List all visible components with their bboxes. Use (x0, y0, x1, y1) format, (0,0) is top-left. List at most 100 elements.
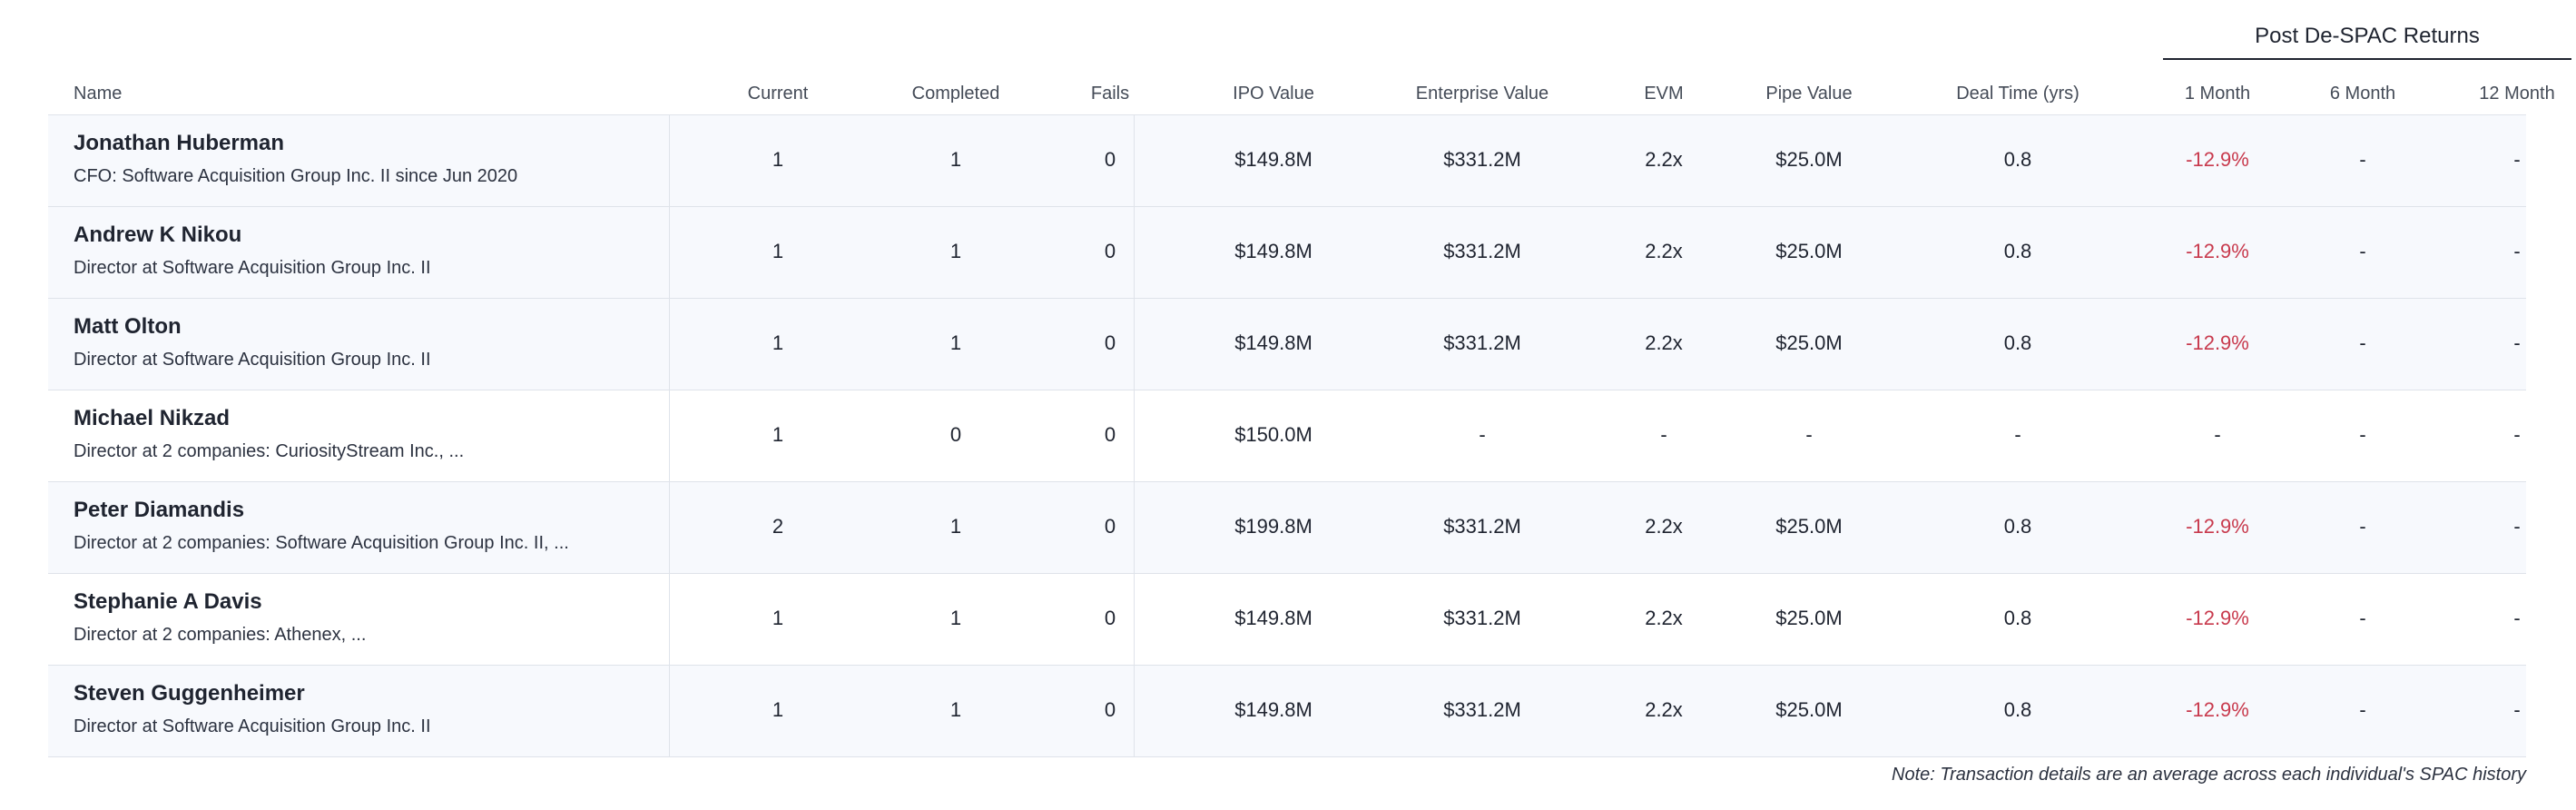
col-header-completed[interactable]: Completed (911, 84, 1000, 104)
evm-value: - (1660, 423, 1667, 446)
post-despac-returns-header: Post De-SPAC Returns (2163, 24, 2571, 60)
enterprise-value: - (1479, 423, 1486, 446)
person-role: Director at 2 companies: CuriosityStream… (74, 441, 465, 461)
completed-count: 1 (949, 240, 962, 262)
col-header-6-month[interactable]: 6 Month (2329, 84, 2396, 104)
person-role: Director at Software Acquisition Group I… (74, 350, 431, 370)
return-12-month: - (2513, 607, 2521, 629)
person-name[interactable]: Andrew K Nikou (74, 222, 242, 247)
person-role: Director at Software Acquisition Group I… (74, 716, 431, 736)
column-divider (1134, 574, 1135, 665)
table-header: Name Current Completed Fails IPO Value E… (48, 73, 2555, 115)
ipo-value: $149.8M (1234, 698, 1313, 721)
column-divider (669, 299, 670, 390)
return-12-month: - (2513, 331, 2521, 354)
fails-count: 0 (1104, 423, 1116, 446)
table-row[interactable]: Peter Diamandis Director at 2 companies:… (48, 482, 2526, 574)
ipo-value: $149.8M (1234, 240, 1313, 262)
column-divider (669, 115, 670, 206)
evm-value: 2.2x (1645, 331, 1683, 354)
completed-count: 1 (949, 148, 962, 171)
current-count: 1 (772, 423, 784, 446)
return-6-month: - (2359, 148, 2366, 171)
person-name[interactable]: Steven Guggenheimer (74, 681, 305, 706)
completed-count: 1 (949, 607, 962, 629)
current-count: 1 (772, 698, 784, 721)
fails-count: 0 (1104, 515, 1116, 538)
col-header-pipe-value[interactable]: Pipe Value (1765, 84, 1853, 104)
col-header-12-month[interactable]: 12 Month (2479, 84, 2555, 104)
evm-value: 2.2x (1645, 148, 1683, 171)
enterprise-value: $331.2M (1443, 331, 1521, 354)
evm-value: 2.2x (1645, 698, 1683, 721)
column-divider (669, 574, 670, 665)
col-header-enterprise-value[interactable]: Enterprise Value (1415, 84, 1549, 104)
col-header-name[interactable]: Name (74, 84, 123, 104)
person-name[interactable]: Michael Nikzad (74, 406, 231, 430)
return-1-month: -12.9% (2186, 331, 2249, 354)
pipe-value: $25.0M (1775, 698, 1843, 721)
col-header-evm[interactable]: EVM (1644, 84, 1684, 104)
column-divider (669, 482, 670, 573)
return-1-month: -12.9% (2186, 607, 2249, 629)
pipe-value: $25.0M (1775, 515, 1843, 538)
enterprise-value: $331.2M (1443, 148, 1521, 171)
footnote: Note: Transaction details are an average… (1892, 765, 2526, 785)
person-name[interactable]: Stephanie A Davis (74, 589, 262, 614)
return-1-month: -12.9% (2186, 698, 2249, 721)
return-12-month: - (2513, 698, 2521, 721)
pipe-value: $25.0M (1775, 148, 1843, 171)
pipe-value: $25.0M (1775, 607, 1843, 629)
enterprise-value: $331.2M (1443, 607, 1521, 629)
completed-count: 1 (949, 698, 962, 721)
return-6-month: - (2359, 698, 2366, 721)
table-row[interactable]: Stephanie A Davis Director at 2 companie… (48, 574, 2526, 666)
person-role: Director at 2 companies: Athenex, ... (74, 625, 367, 645)
table-row[interactable]: Jonathan Huberman CFO: Software Acquisit… (48, 115, 2526, 207)
column-divider (669, 666, 670, 756)
ipo-value: $150.0M (1234, 423, 1313, 446)
fails-count: 0 (1104, 698, 1116, 721)
completed-count: 1 (949, 331, 962, 354)
return-12-month: - (2513, 240, 2521, 262)
table-row[interactable]: Matt Olton Director at Software Acquisit… (48, 299, 2526, 390)
col-header-fails[interactable]: Fails (1090, 84, 1130, 104)
person-role: Director at Software Acquisition Group I… (74, 258, 431, 278)
return-12-month: - (2513, 148, 2521, 171)
return-1-month: -12.9% (2186, 148, 2249, 171)
person-role: Director at 2 companies: Software Acquis… (74, 533, 569, 553)
current-count: 1 (772, 331, 784, 354)
col-header-current[interactable]: Current (747, 84, 809, 104)
current-count: 1 (772, 148, 784, 171)
column-divider (1134, 299, 1135, 390)
evm-value: 2.2x (1645, 515, 1683, 538)
return-6-month: - (2359, 423, 2366, 446)
column-divider (1134, 207, 1135, 298)
col-header-ipo-value[interactable]: IPO Value (1233, 84, 1314, 104)
person-name[interactable]: Jonathan Huberman (74, 131, 285, 155)
fails-count: 0 (1104, 240, 1116, 262)
deal-time: 0.8 (2003, 331, 2032, 354)
pipe-value: - (1805, 423, 1813, 446)
person-name[interactable]: Peter Diamandis (74, 498, 245, 522)
table-row[interactable]: Steven Guggenheimer Director at Software… (48, 666, 2526, 757)
column-divider (669, 390, 670, 481)
col-header-1-month[interactable]: 1 Month (2184, 84, 2251, 104)
completed-count: 0 (949, 423, 962, 446)
current-count: 1 (772, 607, 784, 629)
table-row[interactable]: Andrew K Nikou Director at Software Acqu… (48, 207, 2526, 299)
deal-time: 0.8 (2003, 607, 2032, 629)
column-divider (1134, 482, 1135, 573)
column-divider (1134, 666, 1135, 756)
table-row[interactable]: Michael Nikzad Director at 2 companies: … (48, 390, 2526, 482)
completed-count: 1 (949, 515, 962, 538)
evm-value: 2.2x (1645, 607, 1683, 629)
person-name[interactable]: Matt Olton (74, 314, 182, 339)
column-divider (669, 207, 670, 298)
enterprise-value: $331.2M (1443, 240, 1521, 262)
col-header-deal-time[interactable]: Deal Time (yrs) (1956, 84, 2079, 104)
fails-count: 0 (1104, 148, 1116, 171)
deal-time: 0.8 (2003, 698, 2032, 721)
ipo-value: $149.8M (1234, 331, 1313, 354)
enterprise-value: $331.2M (1443, 698, 1521, 721)
